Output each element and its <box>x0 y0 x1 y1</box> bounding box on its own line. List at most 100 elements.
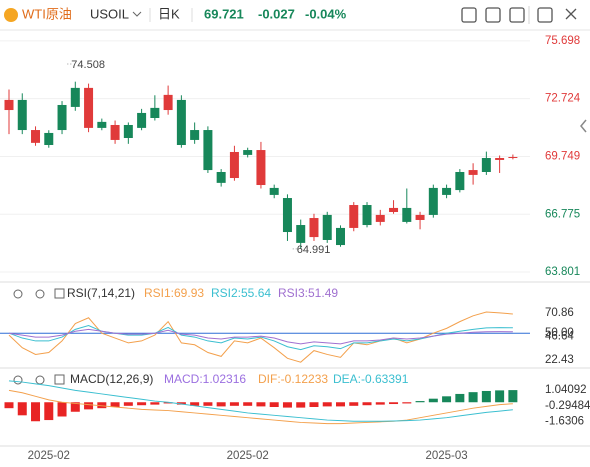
macd-bar <box>362 402 372 406</box>
expand-icon[interactable] <box>54 288 65 299</box>
y-tick-label: 69.749 <box>545 151 580 163</box>
macd-bar <box>17 402 27 416</box>
y-tick-label: 1.04092 <box>545 384 587 396</box>
macd-bar <box>296 402 306 408</box>
macd-bar <box>322 402 332 407</box>
candle-body <box>336 227 345 246</box>
candle-body <box>97 121 107 128</box>
legend-entry: DEA:-0.63391 <box>333 372 409 386</box>
logo <box>4 8 18 22</box>
candle-body <box>495 158 505 160</box>
macd-bar <box>402 402 412 404</box>
macd-bar <box>243 402 253 406</box>
candle-body <box>442 187 452 195</box>
y-tick-label: 22.43 <box>545 354 574 366</box>
eye-icon[interactable] <box>13 289 23 299</box>
indicator-button[interactable] <box>461 7 477 23</box>
change-pct: -0.04% <box>305 6 347 21</box>
annotation: 74.508 <box>71 59 105 71</box>
candle-body <box>455 171 465 191</box>
macd-bar <box>97 402 107 409</box>
candle-body <box>4 99 14 111</box>
candle-body <box>296 225 306 243</box>
candle-body <box>428 187 438 215</box>
candle-body <box>137 112 147 128</box>
period[interactable]: 日K <box>158 6 180 21</box>
code[interactable]: USOIL <box>90 6 129 21</box>
x-tick-label: 2025-02 <box>227 450 269 462</box>
rsi-line <box>8 328 513 345</box>
candle-body <box>203 130 213 171</box>
macd-line <box>8 389 513 425</box>
macd-bar <box>508 390 518 403</box>
price: 69.721 <box>204 6 244 21</box>
macd-bar <box>123 402 133 406</box>
symbol: WTI原油 <box>22 6 72 21</box>
rsi-line <box>8 311 513 363</box>
annotation: 64.991 <box>297 244 331 256</box>
macd-title: MACD(12,26,9) <box>70 372 153 386</box>
candle-body <box>282 198 292 233</box>
macd-bar <box>389 402 399 405</box>
gear-icon[interactable] <box>35 289 45 299</box>
macd-bar <box>468 392 478 403</box>
legend-entry: RSI3:51.49 <box>278 286 338 300</box>
draw-button[interactable] <box>485 7 501 23</box>
macd-bar <box>163 402 173 404</box>
dropdown[interactable] <box>132 11 142 17</box>
macd-bar <box>57 402 67 417</box>
x-tick-label: 2025-03 <box>425 450 467 462</box>
toolbar <box>0 0 590 30</box>
y-tick-label: 46.64 <box>545 330 574 342</box>
gear-icon[interactable] <box>35 375 45 385</box>
macd-bar <box>375 402 385 405</box>
collapse-arrow[interactable] <box>580 119 587 133</box>
candle-body <box>256 150 266 186</box>
macd-bar <box>110 402 120 407</box>
candle-body <box>150 107 160 118</box>
candle-body <box>176 99 186 145</box>
rsi-line <box>8 324 513 351</box>
eye-icon[interactable] <box>13 375 23 385</box>
candle-body <box>243 150 253 155</box>
macd-bar <box>176 402 186 405</box>
candle-body <box>229 151 239 179</box>
macd-bar <box>415 401 425 403</box>
macd-bar <box>70 402 80 412</box>
legend-entry: MACD:1.02316 <box>164 372 246 386</box>
candle-body <box>123 124 133 139</box>
candle-body <box>481 158 491 172</box>
candle-body <box>190 130 200 140</box>
rsi-title: RSI(7,14,21) <box>67 286 135 300</box>
macd-bar <box>4 402 14 409</box>
macd-bar <box>31 402 41 422</box>
macd-bar <box>256 402 266 407</box>
macd-bar <box>190 402 200 406</box>
candle-body <box>362 205 372 226</box>
settings-button[interactable] <box>509 7 525 23</box>
candle-body <box>70 87 80 107</box>
y-tick-label: -1.6306 <box>545 416 584 428</box>
macd-bar <box>150 402 160 405</box>
y-tick-label: 70.86 <box>545 307 574 319</box>
macd-bar <box>216 402 226 407</box>
candle-body <box>468 170 478 175</box>
y-tick-label: 75.698 <box>545 35 580 47</box>
candle-body <box>349 205 359 228</box>
candle-body <box>389 207 399 213</box>
macd-bar <box>428 398 438 403</box>
candle-body <box>31 130 41 143</box>
y-tick-label: 63.801 <box>545 266 580 278</box>
candle-body <box>163 94 173 111</box>
macd-bar <box>495 390 505 403</box>
legend-entry: RSI2:55.64 <box>211 286 271 300</box>
expand-icon[interactable] <box>54 374 65 385</box>
legend-entry: DIF:-0.12233 <box>258 372 328 386</box>
fullscreen-button[interactable] <box>537 7 553 23</box>
candle-body <box>415 214 425 220</box>
close-button[interactable] <box>565 8 577 20</box>
candle-body <box>110 124 120 140</box>
macd-bar <box>309 402 319 407</box>
